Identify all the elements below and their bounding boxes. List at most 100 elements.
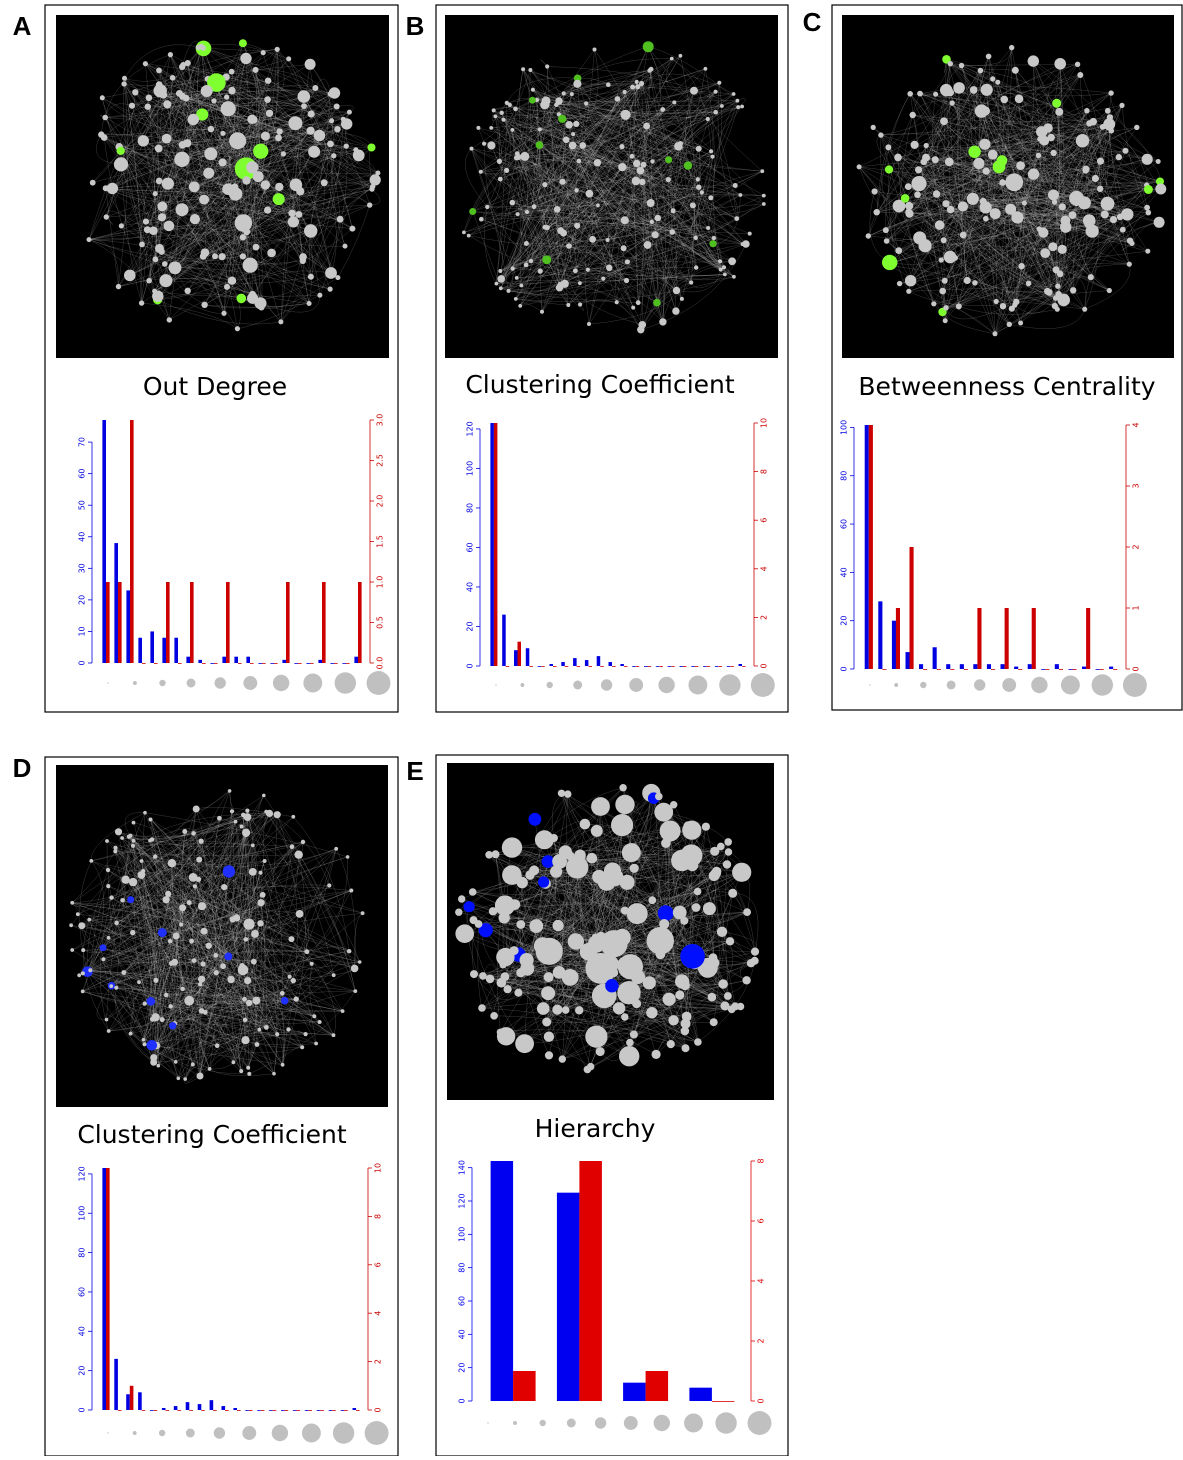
network-node xyxy=(1050,149,1057,157)
network-node xyxy=(537,127,542,132)
bar xyxy=(683,666,687,667)
size-key xyxy=(332,1422,355,1444)
network-node xyxy=(582,945,593,956)
bar xyxy=(564,666,569,667)
network-node xyxy=(509,899,521,910)
tick-label: 30 xyxy=(78,563,87,573)
network-node xyxy=(695,145,702,152)
network-node xyxy=(1051,199,1058,205)
network-node xyxy=(544,1051,554,1060)
network-node xyxy=(257,920,264,927)
tick-label: 3 xyxy=(1132,483,1141,488)
network-node xyxy=(75,912,80,917)
size-key xyxy=(107,682,109,684)
size-key xyxy=(495,684,497,686)
network-node xyxy=(458,895,466,903)
network-node xyxy=(579,818,591,830)
tick-label: 4 xyxy=(374,1311,383,1316)
network-node xyxy=(161,177,174,190)
network-node xyxy=(166,317,172,323)
network-node xyxy=(1115,153,1123,161)
network-node xyxy=(146,997,156,1006)
bar xyxy=(878,601,883,669)
network-node xyxy=(149,226,158,235)
network-node xyxy=(157,928,167,938)
bar xyxy=(608,662,612,666)
network-node xyxy=(621,843,641,863)
size-key xyxy=(271,1424,289,1442)
size-key xyxy=(894,683,899,687)
network-node xyxy=(675,990,685,1000)
network-node xyxy=(167,939,173,944)
bar xyxy=(655,666,660,667)
network-node xyxy=(1089,117,1098,126)
network-node xyxy=(1016,161,1025,171)
bar xyxy=(130,420,134,663)
network-node xyxy=(510,266,515,271)
network-node xyxy=(280,991,285,996)
network-node xyxy=(221,884,228,891)
network-node xyxy=(80,989,85,994)
network-node xyxy=(668,1015,679,1026)
panel-label: C xyxy=(803,7,822,37)
network-node xyxy=(939,287,946,295)
network-node xyxy=(629,1030,638,1039)
bar xyxy=(584,660,589,666)
network-node xyxy=(537,268,543,274)
tick-label: 8 xyxy=(374,1214,383,1219)
chart-title: Out Degree xyxy=(143,372,287,401)
bar xyxy=(553,666,557,667)
size-key xyxy=(158,1429,166,1437)
network-node xyxy=(265,109,274,118)
network-node xyxy=(155,177,163,185)
network-node xyxy=(533,937,551,955)
network-node xyxy=(720,1001,730,1011)
network-node xyxy=(275,182,284,192)
network-node xyxy=(736,105,741,110)
network-node xyxy=(706,226,711,230)
network-node xyxy=(709,240,717,248)
tick-label: 0.5 xyxy=(376,616,385,629)
network-node xyxy=(946,205,955,214)
bar xyxy=(185,1402,190,1410)
bar xyxy=(174,637,178,663)
network-node xyxy=(1048,189,1059,201)
network-node xyxy=(113,157,129,172)
network-node xyxy=(490,1012,498,1020)
network-node xyxy=(542,255,552,265)
bar xyxy=(165,1410,170,1411)
bar xyxy=(919,664,924,669)
network-node xyxy=(288,209,296,217)
network-node xyxy=(367,143,376,152)
network-node xyxy=(989,208,1001,220)
bar xyxy=(201,1410,205,1411)
network-node xyxy=(675,974,690,989)
network-node xyxy=(468,888,477,896)
size-key xyxy=(946,680,956,690)
tick-label: 100 xyxy=(78,1206,87,1221)
network-node xyxy=(375,170,381,176)
bar xyxy=(541,666,545,667)
network-node xyxy=(165,890,172,898)
bar xyxy=(505,666,510,667)
network-node xyxy=(569,854,586,871)
network-node xyxy=(498,286,503,291)
panel-frame xyxy=(435,4,789,713)
network-node xyxy=(717,259,723,264)
network-node xyxy=(708,195,714,201)
tick-label: 2.0 xyxy=(376,495,385,508)
network-node xyxy=(561,91,566,96)
bar xyxy=(117,1410,122,1411)
network-node xyxy=(530,87,536,92)
bar xyxy=(102,420,106,663)
network-node xyxy=(243,937,249,942)
network-node xyxy=(306,301,312,306)
size-key xyxy=(1091,674,1114,696)
network-node xyxy=(286,56,292,62)
network-node xyxy=(708,870,720,882)
network-node xyxy=(203,167,215,179)
network-node xyxy=(1027,168,1040,180)
tick-label: 100 xyxy=(466,461,475,476)
network-node xyxy=(260,131,270,141)
network-node xyxy=(584,101,589,106)
